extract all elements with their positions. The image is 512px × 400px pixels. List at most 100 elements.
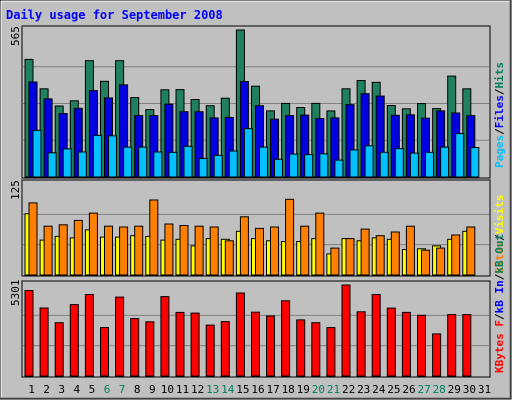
x-label-day-4: 4 bbox=[73, 383, 80, 396]
bar-pages-day-22 bbox=[349, 149, 359, 178]
svg-text:Sites/Visits: Sites/Visits bbox=[493, 195, 506, 275]
bar-sites-day-18 bbox=[285, 198, 295, 276]
bar-pages-day-1 bbox=[32, 129, 42, 178]
chart-marks bbox=[23, 29, 489, 377]
x-label-day-14: 14 bbox=[221, 383, 235, 396]
bar-kbytes-f-day-29 bbox=[447, 314, 457, 377]
bar-sites-day-6 bbox=[104, 225, 113, 276]
legend-sep-5: / bbox=[493, 273, 506, 280]
x-label-day-5: 5 bbox=[89, 383, 96, 396]
x-label-day-3: 3 bbox=[58, 383, 65, 396]
legend-sep-4: / bbox=[493, 313, 506, 320]
bar-kbytes-f-day-1 bbox=[24, 290, 34, 377]
bar-sites-day-4 bbox=[73, 219, 83, 276]
legend-kbf: KBytes F bbox=[493, 320, 506, 373]
legend-pages: Pages bbox=[493, 135, 506, 168]
bar-pages-day-29 bbox=[455, 133, 465, 178]
bar-pages-day-7 bbox=[123, 146, 133, 178]
bar-sites-day-23 bbox=[360, 228, 370, 276]
x-label-day-7: 7 bbox=[119, 383, 126, 396]
bar-sites-day-7 bbox=[119, 226, 129, 276]
bar-pages-day-30 bbox=[470, 147, 480, 178]
legend-sep-3: / bbox=[493, 234, 506, 241]
x-label-day-25: 25 bbox=[387, 383, 400, 396]
bar-sites-day-24 bbox=[375, 235, 385, 276]
bar-kbytes-f-day-21 bbox=[326, 327, 336, 377]
x-label-day-16: 16 bbox=[251, 383, 264, 396]
bar-kbytes-f-day-10 bbox=[160, 296, 170, 377]
x-axis-day-labels: 1 2 3 4 5 6 7 8 9 10 11 12 13 14 15 16 17 18 19 20 21 22 23 24 2… bbox=[28, 383, 491, 396]
x-label-day-22: 22 bbox=[342, 383, 355, 396]
bar-sites-day-15 bbox=[239, 216, 249, 276]
bar-kbytes-f-day-3 bbox=[54, 322, 64, 377]
bar-sites-day-25 bbox=[390, 231, 400, 276]
bar-pages-day-19 bbox=[304, 154, 314, 178]
legend-sep-2: / bbox=[493, 88, 506, 95]
bar-kbytes-f-day-28 bbox=[432, 333, 442, 377]
bar-pages-day-11 bbox=[183, 145, 193, 178]
bar-sites-day-28 bbox=[436, 247, 446, 276]
x-label-day-10: 10 bbox=[161, 383, 174, 396]
bar-sites-day-14 bbox=[224, 240, 234, 276]
x-label-day-12: 12 bbox=[191, 383, 204, 396]
bar-kbytes-f-day-6 bbox=[100, 327, 109, 377]
bar-pages-day-21 bbox=[334, 159, 344, 178]
bar-sites-day-3 bbox=[58, 224, 68, 276]
x-label-day-2: 2 bbox=[43, 383, 50, 396]
bar-sites-day-20 bbox=[315, 212, 325, 276]
x-label-day-27: 27 bbox=[417, 383, 430, 396]
bar-pages-day-27 bbox=[425, 151, 434, 178]
panel-hits-legend: Pages/Files/Hits bbox=[493, 62, 506, 168]
panel-visits-ymax-label: 125 bbox=[9, 180, 22, 200]
bar-pages-day-2 bbox=[47, 152, 57, 178]
chart-title: Daily usage for September 2008 bbox=[6, 8, 223, 22]
bar-sites-day-21 bbox=[330, 247, 340, 276]
bar-pages-day-12 bbox=[198, 158, 208, 178]
bar-sites-day-17 bbox=[270, 226, 279, 276]
panel-hits-ymax-label: 565 bbox=[9, 26, 22, 46]
x-label-day-6: 6 bbox=[104, 383, 111, 396]
panel-kbytes-ymax-label: 5301 bbox=[9, 280, 22, 307]
bar-sites-day-12 bbox=[194, 225, 204, 276]
bar-pages-day-9 bbox=[153, 151, 163, 178]
bar-kbytes-f-day-11 bbox=[175, 311, 185, 377]
bar-kbytes-f-day-24 bbox=[371, 294, 381, 377]
bar-pages-day-5 bbox=[92, 134, 102, 178]
bar-sites-day-22 bbox=[345, 238, 355, 276]
bar-sites-day-9 bbox=[149, 199, 159, 276]
bar-sites-day-30 bbox=[466, 226, 476, 276]
x-label-day-9: 9 bbox=[149, 383, 156, 396]
bar-kbytes-f-day-25 bbox=[386, 307, 396, 377]
panel-visits-legend: Sites/Visits bbox=[493, 195, 506, 275]
bar-kbytes-f-day-8 bbox=[130, 318, 140, 377]
bar-sites-day-11 bbox=[179, 225, 189, 276]
bar-kbytes-f-day-5 bbox=[84, 294, 94, 377]
bar-sites-day-10 bbox=[164, 223, 174, 276]
x-label-day-21: 21 bbox=[327, 383, 340, 396]
bar-pages-day-17 bbox=[274, 158, 283, 178]
bar-sites-day-16 bbox=[255, 227, 264, 276]
x-label-day-18: 18 bbox=[282, 383, 295, 396]
bar-kbytes-f-day-14 bbox=[220, 321, 230, 377]
bar-sites-day-27 bbox=[421, 249, 430, 276]
bar-pages-day-18 bbox=[289, 153, 299, 178]
bar-kbytes-f-day-7 bbox=[115, 296, 125, 377]
bar-sites-day-19 bbox=[300, 225, 310, 276]
bar-kbytes-f-day-2 bbox=[39, 307, 49, 377]
bar-pages-day-8 bbox=[138, 146, 148, 178]
x-label-day-30: 30 bbox=[463, 383, 476, 396]
legend-hits: Hits bbox=[493, 62, 506, 89]
legend-visits: Visits bbox=[493, 195, 506, 235]
panel-kbytes-legend: KBytes F/kB In/kB Out bbox=[493, 234, 506, 373]
legend-sites: Sites bbox=[493, 241, 506, 274]
x-label-day-26: 26 bbox=[402, 383, 415, 396]
legend-files: Files bbox=[493, 95, 506, 128]
x-label-day-28: 28 bbox=[433, 383, 446, 396]
bar-pages-day-13 bbox=[213, 154, 223, 178]
x-label-day-24: 24 bbox=[372, 383, 386, 396]
legend-kbin: kB In bbox=[493, 280, 506, 313]
bar-kbytes-f-day-18 bbox=[281, 300, 291, 377]
bar-kbytes-f-day-26 bbox=[401, 311, 411, 377]
